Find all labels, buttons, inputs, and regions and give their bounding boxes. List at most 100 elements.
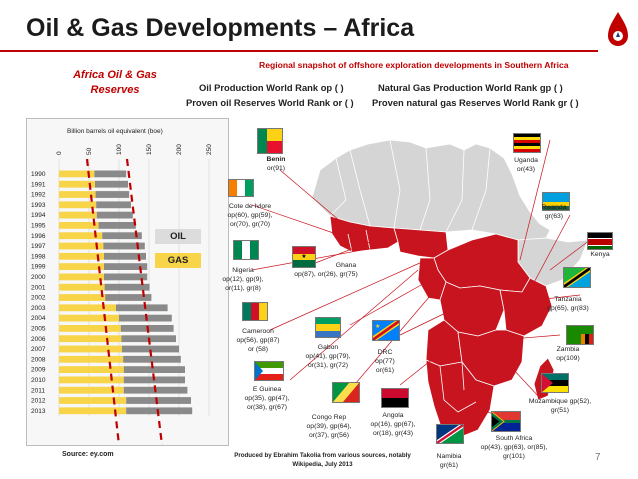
tanzania-flag: [563, 267, 591, 288]
country-name: Rwanda: [541, 204, 567, 211]
year-label: 2012: [31, 398, 46, 405]
source-note: Source: ey.com: [62, 451, 114, 458]
gas-bar: [122, 345, 179, 353]
gas-bar: [98, 222, 136, 229]
east-africa-region: [499, 277, 553, 337]
title-divider: [0, 50, 598, 52]
year-label: 2010: [31, 377, 46, 384]
rwanda-flag: [542, 192, 570, 211]
year-label: 1999: [31, 264, 46, 271]
oil-bar: [59, 180, 95, 188]
oil-bar: [59, 222, 99, 229]
oil-bar: [59, 386, 124, 394]
country-ranks: op(41), gp(79),: [305, 353, 351, 360]
country-label-zambia: Zambia op(109): [548, 345, 588, 363]
x-tick-label: 200: [176, 144, 183, 155]
company-logo: [608, 12, 628, 46]
congo-rep-flag: [332, 382, 360, 403]
country-ranks: gr(61): [439, 462, 459, 469]
country-label-kenya: Kenya: [584, 250, 616, 259]
cote-divoire-flag: [228, 179, 254, 197]
year-label: 2003: [31, 305, 46, 312]
oil-bar: [59, 376, 124, 384]
year-label: 2001: [31, 284, 46, 291]
country-label-angola: Angola op(16), gp(67), or(18), gr(43): [367, 411, 419, 438]
gas-bar: [104, 283, 150, 291]
country-name: Cote de Ivlore: [228, 203, 272, 210]
x-tick-label: 250: [206, 144, 213, 155]
year-label: 1991: [31, 181, 46, 188]
country-label-mozambique: Mozambique gp(52), gr(51): [520, 397, 600, 415]
south-africa-region: [425, 359, 495, 439]
country-name: Uganda: [514, 157, 538, 164]
angola-flag: [381, 388, 409, 408]
country-ranks-2: gr(51): [550, 407, 570, 414]
oil-callout: OIL: [155, 229, 201, 244]
country-label-south-africa: South Africa op(43), gp(63), or(85), gr(10…: [476, 434, 552, 461]
equatorial-guinea-flag: [254, 361, 284, 381]
x-tick-label: 0: [56, 151, 63, 155]
oil-bar: [59, 397, 127, 404]
oil-bar: [59, 294, 106, 301]
south-africa-flag: [491, 411, 521, 432]
year-label: 2009: [31, 367, 46, 374]
namibia-flag: [436, 424, 464, 444]
legend-proven-oil: Proven oil Reserves World Rank or ( ): [186, 97, 354, 108]
oil-bar: [59, 407, 127, 415]
africa-map: [251, 139, 591, 439]
country-label-cote-divoire: Cote de Ivlore op(60), gp(59), or(70), gr(…: [218, 202, 282, 229]
west-africa-red: [329, 215, 399, 253]
country-label-congo-rep: Congo Rep op(39), gp(64), or(37), gr(56): [300, 413, 358, 440]
legend-gas-production: Natural Gas Production World Rank gp ( ): [378, 82, 563, 93]
country-label-cameroon: Cameroon op(56), gp(87) or (58): [230, 327, 286, 354]
gas-bar: [103, 242, 145, 250]
country-name: Ghana: [335, 262, 357, 269]
gas-bar: [104, 252, 146, 260]
year-label: 1998: [31, 253, 46, 260]
nigeria-flag: [233, 240, 259, 260]
country-name: Namibia: [436, 453, 462, 460]
country-ranks: gp(52),: [569, 398, 592, 405]
zambia-flag: [566, 325, 594, 345]
country-label-gabon: Gabon op(41), gp(79), or(31), gr(72): [300, 343, 356, 370]
gas-bar: [123, 355, 181, 363]
gabon-flag: [315, 317, 341, 338]
country-label-rwanda: Rwanda gr(63): [536, 203, 572, 221]
regional-subtitle: Regional snapshot of offshore exploratio…: [259, 60, 569, 70]
year-label: 1997: [31, 243, 46, 250]
oil-bar: [59, 252, 104, 260]
page-title: Oil & Gas Developments – Africa: [26, 14, 415, 42]
country-ranks: op(35), gp(47),: [244, 395, 290, 402]
country-ranks: op(60), gp(59),: [227, 212, 273, 219]
country-name: Nigeria: [232, 267, 254, 274]
year-label: 1993: [31, 202, 46, 209]
year-label: 1992: [31, 192, 46, 199]
chart-title: Billion barrels oil equivalent (boe): [67, 128, 163, 135]
gas-bar: [95, 180, 128, 188]
oil-bar: [59, 232, 103, 240]
gas-callout: GAS: [155, 253, 201, 268]
gas-bar: [104, 273, 148, 281]
oil-bar: [59, 263, 104, 270]
gas-bar: [96, 201, 131, 209]
gas-bar: [123, 366, 185, 373]
year-label: 2006: [31, 336, 46, 343]
country-label-namibia: Namibia gr(61): [432, 452, 466, 470]
year-label: 1994: [31, 212, 46, 219]
gas-bar: [95, 191, 130, 198]
drc-flag: ★: [372, 320, 400, 341]
reserves-chart-panel: Billion barrels oil equivalent (boe) 0 50 1…: [26, 118, 229, 446]
country-name: Tanzania: [554, 296, 582, 303]
year-label: 2000: [31, 274, 46, 281]
x-tick-label: 150: [146, 144, 153, 155]
year-label: 1995: [31, 223, 46, 230]
oil-callout-label: OIL: [170, 231, 186, 242]
country-ranks: op(39), gp(64),: [306, 423, 352, 430]
country-ranks: op(56), gp(87): [236, 337, 280, 344]
benin-flag: [257, 128, 283, 154]
country-name: Angola: [382, 412, 404, 419]
x-tick-label: 50: [86, 147, 93, 155]
country-name: Zambia: [556, 346, 580, 353]
x-tick-label: 100: [116, 144, 123, 155]
oil-bar: [59, 242, 104, 250]
